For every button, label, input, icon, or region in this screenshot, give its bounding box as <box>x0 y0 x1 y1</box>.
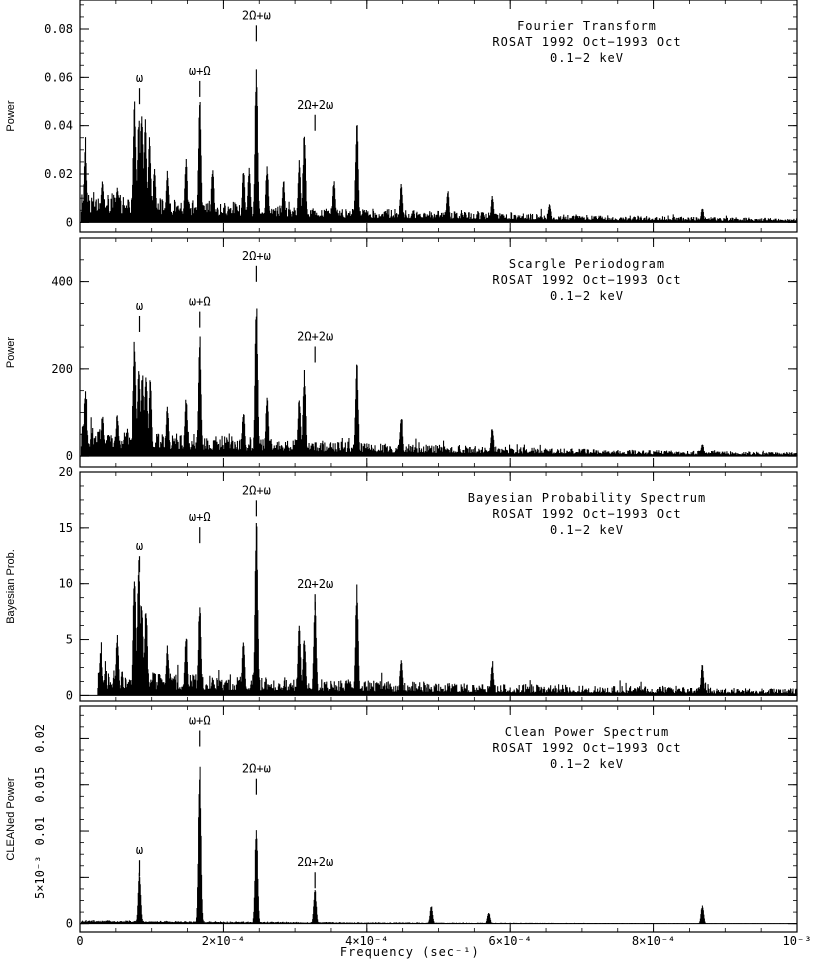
y-tick-label: 5×10⁻³ <box>33 856 47 899</box>
y-tick-label: 0.015 <box>33 767 47 803</box>
panel-title-line: ROSAT 1992 Oct−1993 Oct <box>492 35 681 49</box>
y-tick-label: 200 <box>51 362 73 376</box>
y-axis-label: Power <box>5 100 17 132</box>
y-tick-label: 0.06 <box>44 70 73 84</box>
y-tick-label: 400 <box>51 275 73 289</box>
peak-label: 2Ω+ω <box>242 249 271 263</box>
peak-label: ω <box>136 539 143 553</box>
panel-1: 0 0.02 0.04 0.06 0.08 ω ω+Ω 2Ω+ω 2Ω+2ω Fourier Tr… <box>5 0 798 233</box>
spectrum-trace <box>80 69 798 223</box>
y-tick-label: 5 <box>66 633 73 647</box>
peak-label: 2Ω+ω <box>242 8 271 22</box>
x-tick-label: 6×10⁻⁴ <box>489 934 532 948</box>
peak-label: ω+Ω <box>189 64 211 78</box>
x-tick-label: 2×10⁻⁴ <box>202 934 245 948</box>
panel-4: 0 5×10⁻³ 0.01 0.015 0.02 ω ω+Ω 2Ω+ω 2Ω+2ω Clean P… <box>5 705 812 959</box>
plot-frame <box>79 705 798 933</box>
x-tick-label: 10⁻³ <box>783 934 812 948</box>
panel-3: 0 5 10 15 20 ω ω+Ω 2Ω+ω 2Ω+2ω Bayesian Probabilit… <box>5 465 798 702</box>
panel-title-line: 0.1−2 keV <box>550 51 624 65</box>
panel-title-line: Scargle Periodogram <box>509 257 665 271</box>
y-tick-label: 0.08 <box>44 22 73 36</box>
peak-label: ω <box>136 299 143 313</box>
y-tick-label: 0 <box>66 215 73 229</box>
panel-title-line: 0.1−2 keV <box>550 757 624 771</box>
peak-label: 2Ω+2ω <box>297 855 333 869</box>
peak-label: 2Ω+2ω <box>297 330 333 344</box>
x-tick-label: 4×10⁻⁴ <box>345 934 388 948</box>
panel-title-line: ROSAT 1992 Oct−1993 Oct <box>492 507 681 521</box>
y-tick-label: 15 <box>59 521 73 535</box>
panel-title-line: ROSAT 1992 Oct−1993 Oct <box>492 741 681 755</box>
x-tick-label: 0 <box>76 934 83 948</box>
panel-title-line: Clean Power Spectrum <box>505 725 670 739</box>
peak-label: 2Ω+ω <box>242 483 271 497</box>
peak-label: ω <box>136 843 143 857</box>
y-tick-label: 0 <box>66 688 73 702</box>
panel-title-line: Bayesian Probability Spectrum <box>468 491 707 505</box>
y-tick-label: 0.04 <box>44 119 73 133</box>
y-axis-label: Bayesian Prob. <box>5 549 17 624</box>
y-tick-label: 0 <box>66 449 73 463</box>
peak-label: ω <box>136 71 143 85</box>
peak-label: ω+Ω <box>189 510 211 524</box>
panel-2: 0 200 400 ω ω+Ω 2Ω+ω 2Ω+2ω Scargle Periodogram R… <box>5 237 798 468</box>
panel-title-line: 0.1−2 keV <box>550 289 624 303</box>
y-tick-label: 0.01 <box>33 817 47 846</box>
y-tick-label: 10 <box>59 577 73 591</box>
y-axis-label: CLEANed Power <box>5 777 17 860</box>
spectrum-trace <box>80 308 798 457</box>
y-tick-label: 0.02 <box>33 724 47 753</box>
y-tick-label: 20 <box>59 465 73 479</box>
panel-title-line: Fourier Transform <box>517 19 657 33</box>
y-axis-label: Power <box>5 337 17 369</box>
y-tick-label: 0.02 <box>44 167 73 181</box>
spectrum-trace <box>97 523 798 696</box>
y-tick-label: 0 <box>66 917 73 931</box>
x-tick-label: 8×10⁻⁴ <box>632 934 675 948</box>
peak-label: 2Ω+2ω <box>297 98 333 112</box>
panel-title-line: ROSAT 1992 Oct−1993 Oct <box>492 273 681 287</box>
x-axis-label: Frequency (sec⁻¹) <box>340 945 480 959</box>
peak-label: ω+Ω <box>189 295 211 309</box>
panel-title-line: 0.1−2 keV <box>550 523 624 537</box>
spectrum-trace <box>80 766 798 924</box>
peak-label: ω+Ω <box>189 714 211 728</box>
peak-label: 2Ω+2ω <box>297 577 333 591</box>
peak-label: 2Ω+ω <box>242 762 271 776</box>
